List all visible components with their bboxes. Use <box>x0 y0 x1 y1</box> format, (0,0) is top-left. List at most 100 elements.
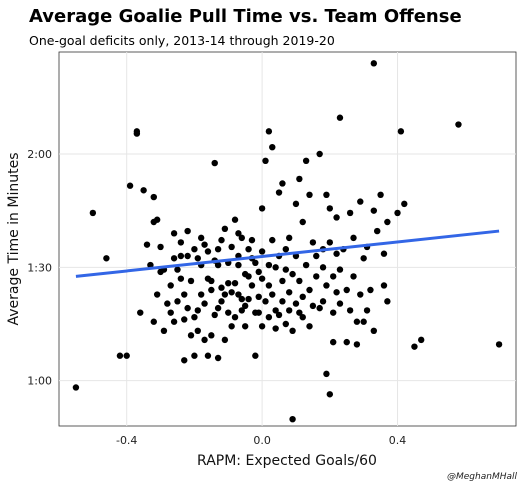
data-point <box>245 246 252 253</box>
credit-text: @MeghanMHall <box>447 472 517 482</box>
x-axis-label: RAPM: Expected Goals/60 <box>197 453 377 469</box>
data-point <box>143 241 151 248</box>
data-point <box>292 300 300 307</box>
data-point <box>167 282 174 289</box>
data-point <box>258 248 266 255</box>
data-point <box>194 327 201 334</box>
data-point <box>147 261 154 269</box>
data-point <box>370 207 378 214</box>
data-point <box>214 304 222 312</box>
y-tick-label: 2:00 <box>27 148 52 161</box>
data-point <box>296 175 303 183</box>
data-point <box>181 357 188 364</box>
data-point <box>326 391 334 398</box>
data-point <box>384 298 391 305</box>
data-point <box>184 227 191 235</box>
y-axis-ticks: 1:00 1:30 2:00 <box>27 148 52 388</box>
data-point <box>170 255 178 262</box>
data-point <box>252 352 259 359</box>
data-point <box>316 304 323 312</box>
data-point <box>289 416 296 423</box>
data-point <box>282 266 290 273</box>
data-point <box>370 60 378 67</box>
data-point <box>208 286 215 294</box>
data-point <box>326 205 334 212</box>
data-point <box>285 307 293 314</box>
data-point <box>258 275 266 282</box>
data-point <box>333 214 340 221</box>
data-point <box>181 291 188 298</box>
data-point <box>282 320 290 328</box>
data-point <box>208 277 215 285</box>
data-point <box>306 323 313 330</box>
data-point <box>231 216 239 223</box>
data-point <box>350 234 357 242</box>
data-point <box>181 316 188 323</box>
data-point <box>72 384 80 391</box>
data-point <box>330 273 337 280</box>
data-point <box>299 314 306 321</box>
data-point <box>187 332 195 339</box>
data-point <box>401 200 408 208</box>
data-point <box>160 327 168 334</box>
data-point <box>360 318 367 325</box>
data-point <box>411 343 418 350</box>
data-point <box>323 191 330 198</box>
x-tick-label: 0.4 <box>389 434 407 447</box>
data-point <box>167 309 174 316</box>
data-point <box>269 236 276 244</box>
data-point <box>157 243 164 251</box>
data-point <box>228 289 235 296</box>
data-point <box>150 318 157 325</box>
data-point <box>360 255 367 262</box>
data-point <box>374 227 381 235</box>
data-point <box>214 354 222 362</box>
data-point <box>126 182 134 189</box>
data-point <box>245 295 252 303</box>
data-point <box>211 159 218 167</box>
data-point <box>323 370 330 378</box>
data-point <box>363 307 371 314</box>
data-point <box>174 298 181 305</box>
data-point <box>238 234 245 242</box>
data-point <box>201 241 208 248</box>
data-point <box>252 259 259 266</box>
data-point <box>184 304 191 312</box>
data-point <box>218 298 225 305</box>
data-point <box>306 191 313 198</box>
data-point <box>346 209 354 217</box>
data-point <box>272 264 279 271</box>
data-point <box>333 250 340 257</box>
data-point <box>255 309 262 316</box>
data-point <box>235 291 242 298</box>
data-point <box>265 282 273 289</box>
data-point <box>241 302 249 310</box>
data-point <box>255 293 262 300</box>
data-point <box>197 291 205 298</box>
data-point <box>367 286 374 294</box>
data-point <box>235 261 242 269</box>
data-point <box>285 289 293 296</box>
data-point <box>309 302 317 310</box>
data-point <box>228 323 235 330</box>
y-tick-label: 1:00 <box>27 375 52 388</box>
data-point <box>269 291 276 298</box>
data-point <box>194 255 201 262</box>
chart-subtitle: One-goal deficits only, 2013-14 through … <box>29 33 335 48</box>
data-point <box>285 234 293 242</box>
data-point <box>265 128 273 135</box>
trend-line <box>75 229 500 278</box>
data-point <box>279 277 286 285</box>
data-point <box>258 205 266 212</box>
data-point <box>255 268 262 276</box>
data-point <box>299 293 306 300</box>
data-point <box>306 286 313 294</box>
data-point <box>262 157 269 164</box>
data-point <box>218 236 225 244</box>
data-point <box>397 128 405 135</box>
data-point <box>221 336 229 344</box>
data-point <box>235 230 242 237</box>
data-point <box>208 332 215 339</box>
data-point <box>218 284 225 291</box>
data-point <box>174 266 181 273</box>
